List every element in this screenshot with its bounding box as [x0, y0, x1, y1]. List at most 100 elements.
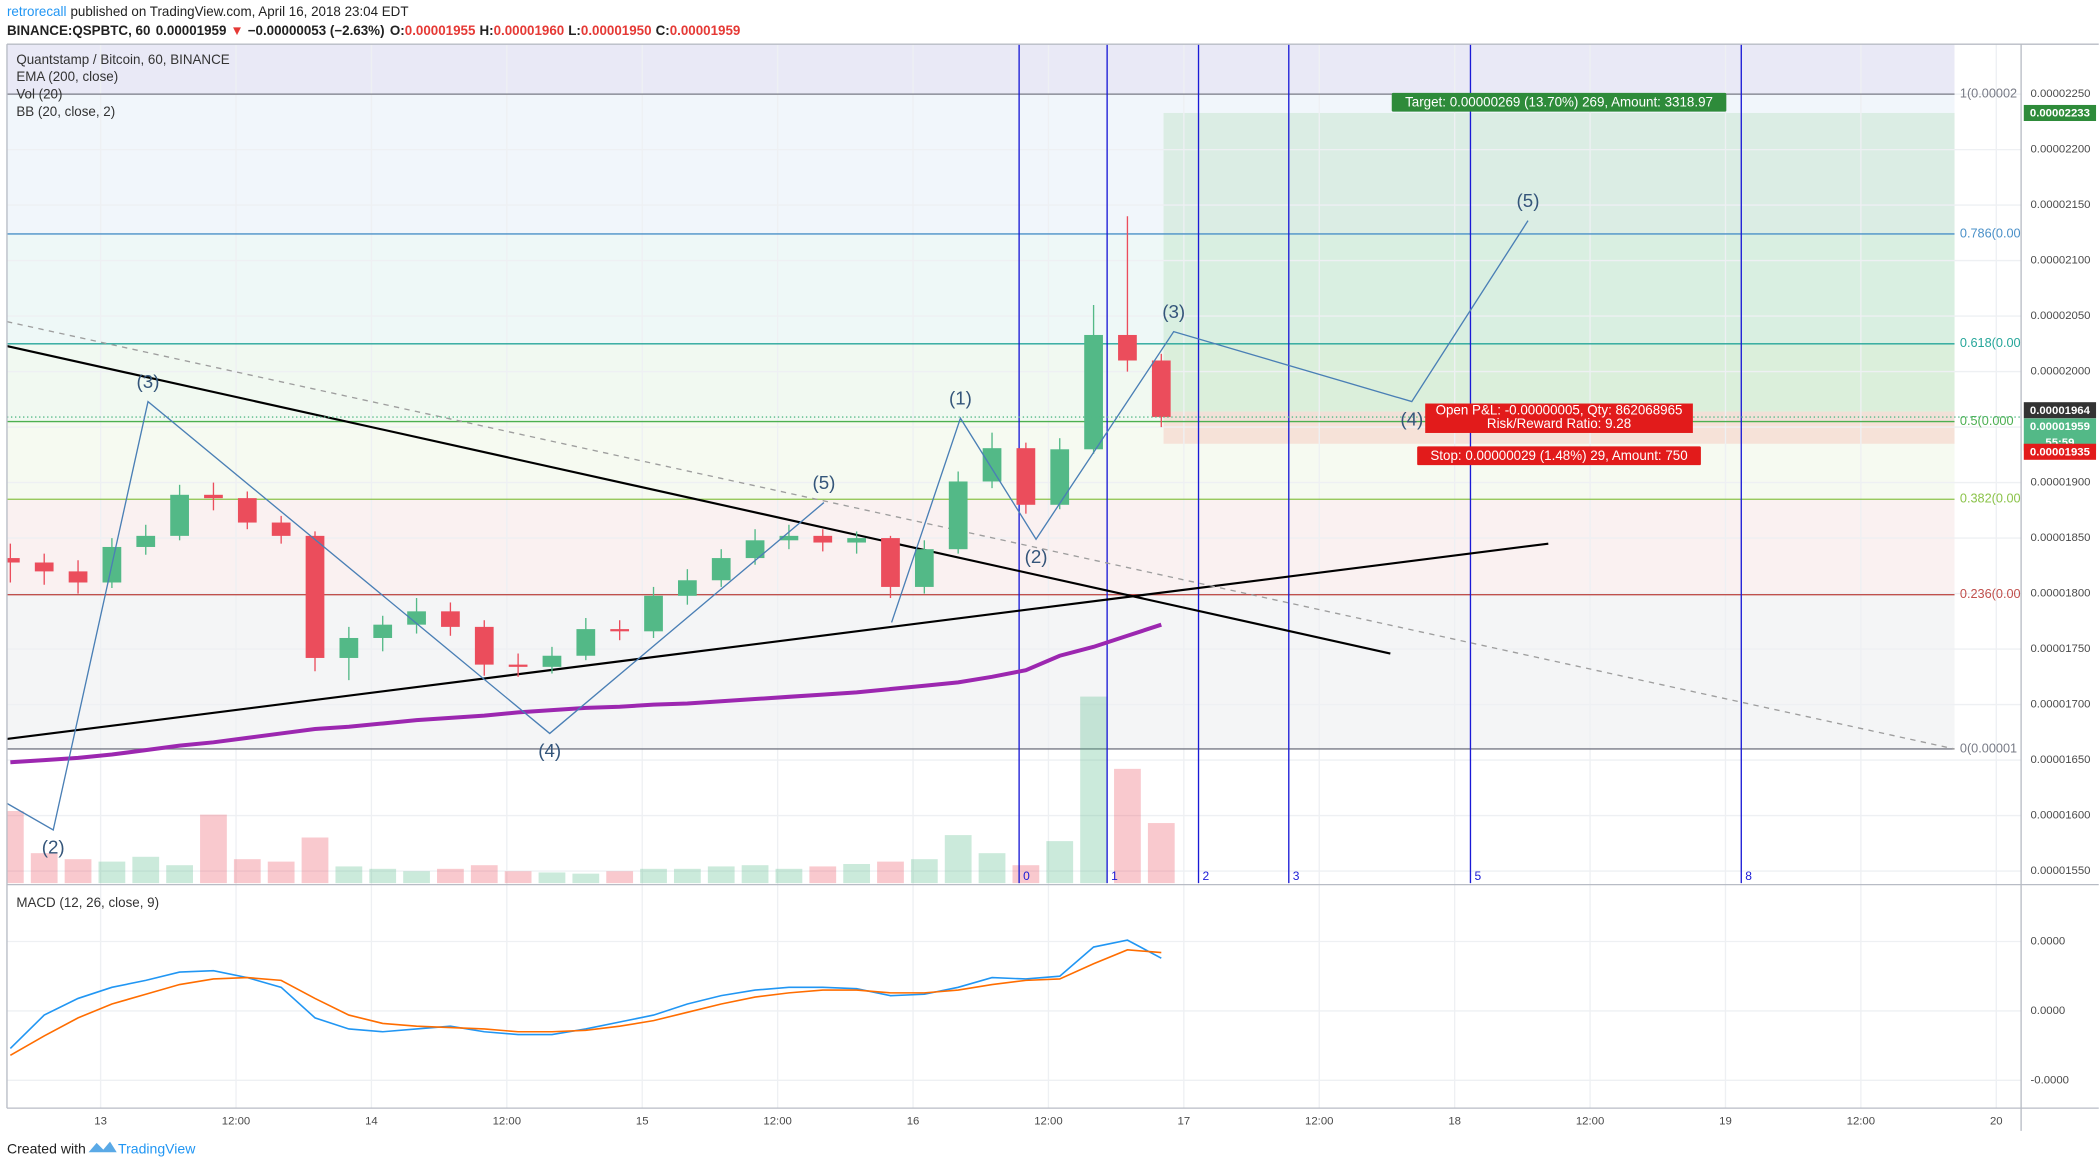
pnl-box: [1425, 403, 1693, 433]
candle-body: [508, 664, 528, 667]
ohlc-value: 0.00001950: [581, 22, 652, 37]
ohlc-key: C:: [656, 22, 670, 37]
volume-bar: [1080, 696, 1107, 884]
x-tick-label: 13: [94, 1115, 107, 1127]
rr-label: Risk/Reward Ratio: 9.28: [1487, 416, 1631, 431]
volume-bar: [1046, 841, 1074, 884]
ohlc-value: 0.00001960: [494, 22, 565, 37]
fib-zone: [6, 499, 1955, 595]
volume-bar: [640, 868, 667, 884]
x-tick-label: 16: [907, 1115, 920, 1127]
y-tick-label: 0.00002000: [2030, 366, 2090, 378]
wave-label: (5): [1517, 190, 1540, 211]
candle-body: [982, 448, 1002, 482]
candle-body: [847, 538, 866, 543]
candle-body: [542, 655, 562, 667]
fib-zone: [6, 594, 1955, 749]
volume-bar: [6, 811, 24, 884]
wave-line: [6, 400, 825, 832]
y-tick-label: 0.00001550: [2030, 865, 2090, 877]
volume-bar: [843, 864, 871, 884]
candle-body: [678, 580, 697, 596]
ema-line: [10, 622, 1162, 765]
volume-bar: [572, 873, 600, 884]
author[interactable]: retrorecall: [7, 4, 66, 19]
volume-bar: [707, 866, 735, 884]
volume-bar: [301, 837, 329, 884]
footer-brand[interactable]: TradingView: [118, 1140, 196, 1156]
time-zone-label: 5: [1474, 869, 1481, 883]
fib-zone: [6, 233, 1955, 344]
x-tick-label: 12:00: [493, 1115, 521, 1127]
candle-body: [68, 571, 88, 583]
wave-line: [890, 220, 1529, 623]
y-tick-label: 0.00002050: [2030, 310, 2090, 322]
price-badge: [2023, 402, 2097, 419]
candle-body: [34, 562, 54, 572]
x-tick-label: 12:00: [1576, 1115, 1604, 1127]
volume-bar: [335, 866, 363, 884]
x-tick-label: 12:00: [1305, 1115, 1333, 1127]
volume-bar: [437, 868, 464, 884]
volume-bar: [910, 859, 938, 884]
candle-body: [711, 558, 731, 581]
volume-bar: [606, 871, 634, 884]
candle-body: [305, 535, 325, 658]
time-zone-label: 0: [1023, 869, 1030, 883]
volume-bar: [877, 861, 904, 884]
target-label-box: [1391, 92, 1727, 112]
wave-label: (5): [812, 472, 835, 493]
brand-icon: [88, 1141, 117, 1153]
stop-label-box: [1417, 446, 1701, 466]
fib-label: 0.236(0.00: [1960, 586, 2021, 601]
candle-body: [948, 481, 968, 550]
volume-bar: [978, 853, 1006, 884]
header-line: retrorecall published on TradingView.com,…: [7, 4, 409, 19]
fib-label: 0.5(0.000: [1960, 413, 2014, 428]
y-tick-label: 0.00002200: [2030, 144, 2090, 156]
grid-layer: [6, 44, 2022, 1109]
candle-body: [1151, 360, 1171, 418]
symbol: BINANCE:QSPBTC, 60: [7, 22, 150, 37]
change: −0.00000053 (−2.63%): [248, 22, 385, 37]
legend-volume: Vol (20): [16, 87, 62, 102]
ohlc-key: L:: [568, 22, 581, 37]
x-tick-label: 12:00: [1847, 1115, 1875, 1127]
legend-ema: EMA (200, close): [16, 69, 118, 84]
candle-body: [474, 626, 494, 665]
candle-body: [136, 535, 156, 547]
candle-body: [407, 611, 426, 625]
y-tick-label: 0.00002150: [2030, 199, 2090, 211]
trend-line: [6, 345, 1391, 655]
volume-bar: [944, 835, 972, 884]
y-tick-label: 0.00002250: [2030, 88, 2090, 100]
pnl-label: Open P&L: -0.00000005, Qty: 862068965: [1436, 402, 1683, 417]
footer-created: Created with: [7, 1140, 86, 1156]
price-badge-label: 0.00002233: [2030, 108, 2090, 120]
y-tick-label: 0.00001800: [2030, 588, 2090, 600]
candle-body: [6, 558, 20, 563]
y-tick-label: 0.00001700: [2030, 699, 2090, 711]
ohlc-key: O:: [390, 22, 405, 37]
wave-label: (3): [137, 371, 160, 392]
macd-line: [9, 939, 1162, 1049]
volume-bar: [64, 859, 92, 884]
y-tick-label: 0.00001600: [2030, 810, 2090, 822]
x-tick-label: 12:00: [763, 1115, 791, 1127]
symbol-line: BINANCE:QSPBTC, 60 0.00001959 ▼ −0.00000053…: [7, 22, 740, 37]
candle-body: [813, 535, 833, 543]
change-arrow: ▼: [230, 22, 243, 37]
volume-bar: [1147, 823, 1175, 884]
stop-label: Stop: 0.00000029 (1.48%) 29, Amount: 750: [1430, 448, 1687, 463]
target-zone: [1163, 112, 1955, 412]
x-tick-label: 12:00: [1034, 1115, 1062, 1127]
x-tick-label: 19: [1719, 1115, 1732, 1127]
wave-label: (4): [538, 740, 561, 761]
time-zone-label: 8: [1745, 869, 1752, 883]
chart-title: Quantstamp / Bitcoin, 60, BINANCE: [16, 52, 229, 67]
trend-line: [6, 542, 1549, 741]
candle-body: [610, 629, 630, 632]
candle-body: [1016, 448, 1036, 505]
